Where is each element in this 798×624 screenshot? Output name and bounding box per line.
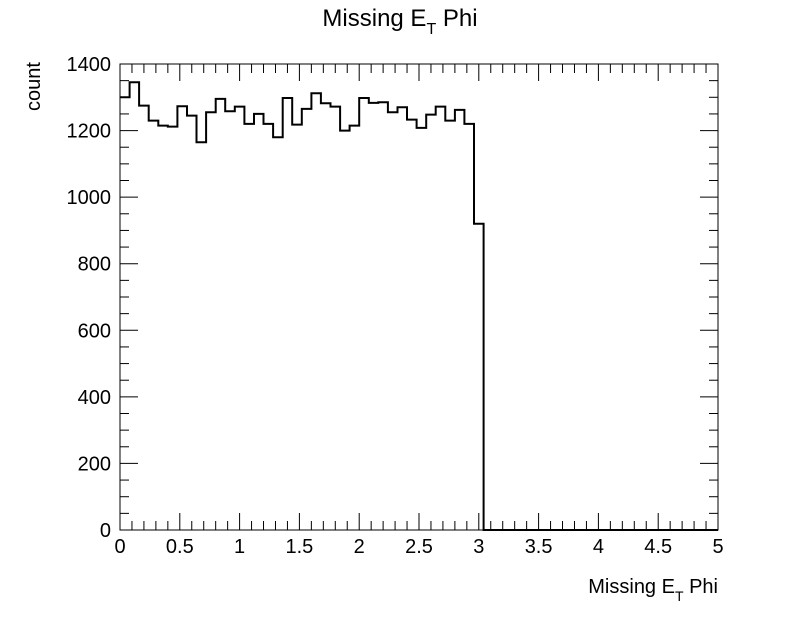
x-tick-label: 5: [712, 536, 723, 558]
y-tick-label: 0: [100, 520, 111, 542]
x-tick-label: 2: [354, 536, 365, 558]
x-axis-title: Missing ET Phi: [588, 576, 718, 604]
plot-frame: [119, 63, 719, 531]
x-tick-label: 3.5: [525, 536, 553, 558]
x-tick-label: 4: [593, 536, 604, 558]
x-tick-label: 0: [114, 536, 125, 558]
y-axis-title: count: [23, 62, 45, 111]
x-tick-label: 2.5: [405, 536, 433, 558]
x-tick-label: 1.5: [285, 536, 313, 558]
y-tick-label: 1400: [67, 54, 112, 76]
y-tick-labels: 0 200 400 600 800 1000 1200 1400: [67, 54, 112, 542]
x-tick-label: 0.5: [166, 536, 194, 558]
y-tick-label: 1000: [67, 187, 112, 209]
x-tick-labels: 0 0.5 1 1.5 2 2.5 3 3.5 4 4.5 5: [114, 536, 723, 558]
x-tick-label: 1: [234, 536, 245, 558]
axis-ticks: [119, 63, 719, 531]
chart-title: Missing ET Phi: [322, 5, 477, 38]
y-tick-label: 200: [78, 453, 111, 475]
x-tick-label: 4.5: [644, 536, 672, 558]
y-tick-label: 400: [78, 387, 111, 409]
x-tick-label: 3: [473, 536, 484, 558]
y-tick-label: 600: [78, 320, 111, 342]
y-tick-label: 800: [78, 254, 111, 276]
y-tick-label: 1200: [67, 121, 112, 143]
